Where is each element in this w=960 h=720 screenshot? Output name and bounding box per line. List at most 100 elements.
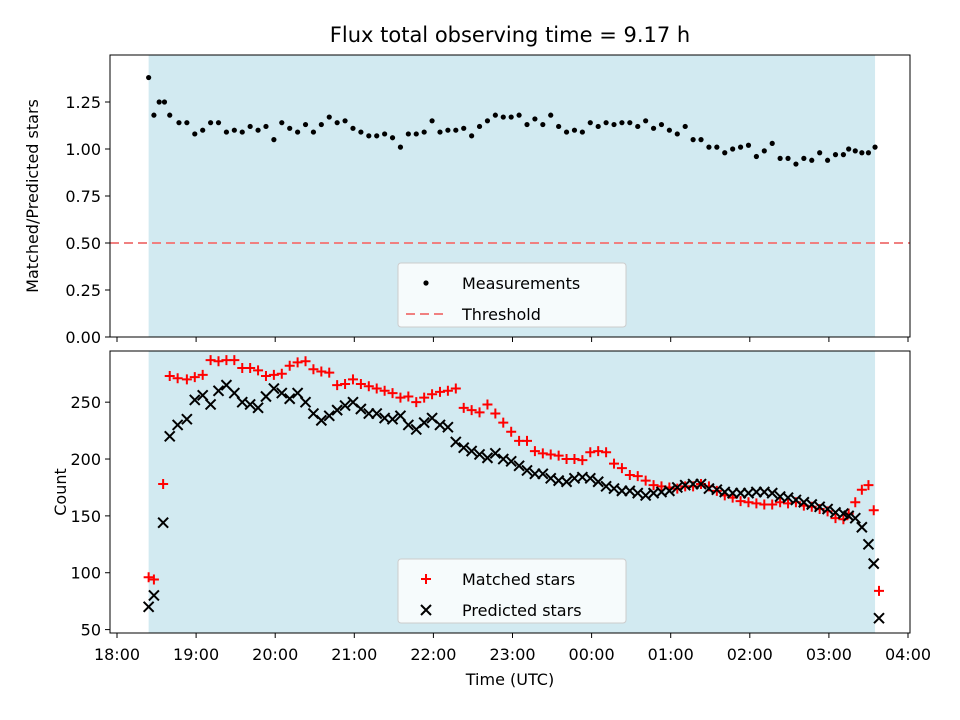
matched-star-point [466, 405, 477, 416]
predicted-star-point [842, 510, 855, 522]
matched-star-point [300, 356, 311, 367]
measurement-point [421, 129, 427, 135]
matched-star-point [253, 365, 264, 376]
matched-star-point [751, 498, 762, 509]
matched-star-point [363, 381, 374, 392]
measurement-point [366, 133, 372, 139]
x-axis-ticks [116, 337, 909, 342]
matched-star-point [577, 455, 588, 466]
predicted-star-point [181, 413, 193, 425]
predicted-star-point [821, 503, 834, 515]
predicted-star-point [434, 419, 446, 431]
predicted-star-point [148, 589, 160, 602]
measurement-point [453, 127, 459, 133]
y-tick-label: 100 [70, 564, 101, 583]
predicted-star-point [711, 484, 723, 496]
measurement-point [793, 161, 799, 167]
measurement-point [405, 131, 411, 137]
legend: Measurements Threshold [397, 262, 627, 328]
matched-star-point [355, 378, 366, 389]
measurement-point [231, 127, 237, 133]
predicted-star-point [806, 498, 818, 511]
predicted-star-point [545, 472, 557, 485]
measurement-point [611, 121, 617, 128]
y-tick-label: 50 [81, 621, 101, 640]
predicted-star-point [276, 387, 288, 399]
measurement-point [737, 144, 744, 150]
measurement-point [635, 123, 641, 130]
measurement-point [156, 99, 162, 105]
matched-star-point [863, 480, 874, 491]
matched-star-point [403, 391, 414, 402]
predicted-star-point [442, 421, 454, 433]
measurement-point [532, 116, 538, 122]
matched-star-point [148, 574, 159, 585]
axes-frame [109, 54, 911, 338]
measurement-point [682, 123, 688, 130]
matched-star-point [189, 372, 200, 383]
figure-title: Flux total observing time = 9.17 h [330, 23, 690, 47]
predicted-star-point [402, 419, 415, 431]
predicted-star-point [299, 396, 312, 408]
matched-star-point [172, 373, 183, 384]
predicted-star-point [157, 516, 169, 529]
x-axis-ticks: 18:00 19:00 20:00 21:00 22:00 23:00 00:00 01:00… [94, 633, 931, 664]
measurement-point [603, 120, 609, 126]
matched-star-point [490, 408, 501, 419]
matched-star-point [632, 471, 643, 482]
predicted-star-point [339, 399, 351, 412]
predicted-star-point [481, 452, 494, 464]
predicted-star-point [212, 385, 225, 397]
x-tick-label: 19:00 [173, 645, 219, 664]
matched-star-point [419, 392, 430, 403]
measurement-point [777, 155, 783, 161]
measurement-point [619, 120, 625, 126]
matched-star-point [434, 386, 445, 397]
measurement-point [698, 137, 704, 143]
predicted-star-point [252, 402, 264, 414]
measurement-point [556, 123, 562, 130]
measurement-point [279, 120, 285, 126]
matched-star-point [164, 371, 175, 382]
predicted-star-point [386, 413, 399, 425]
matched-star-point [143, 572, 154, 583]
predicted-star-point [671, 481, 683, 494]
matched-star-point [229, 355, 240, 366]
matched-star-point [545, 449, 556, 460]
measurement-point [508, 114, 514, 120]
predicted-star-point [873, 612, 885, 624]
predicted-star-point [418, 416, 430, 429]
legend-predicted-swatch [420, 604, 432, 616]
matched-star-point [411, 397, 422, 408]
predicted-star-point [639, 489, 652, 502]
measurement-point [595, 123, 601, 130]
predicted-star-point [782, 491, 794, 504]
measurement-point [785, 155, 791, 161]
predicted-star-point [283, 393, 296, 405]
x-tick-label: 00:00 [569, 645, 615, 664]
legend-label: Measurements [462, 274, 580, 293]
top-panel: 0.00 0.25 0.50 0.75 1.00 1.25 Matched/Predicte… [23, 54, 911, 347]
matched-star-point [529, 446, 540, 457]
measurement-point [500, 114, 506, 120]
matched-star-point [569, 454, 580, 465]
measurement-point [650, 125, 657, 131]
measurement-point [167, 112, 173, 118]
bottom-panel: 50 100 150 200 250 18:00 19:00 20:00 21:00 22:00 2… [51, 350, 931, 689]
predicted-star-point [171, 419, 184, 431]
predicted-star-point [196, 389, 209, 402]
measurement-point [484, 118, 491, 124]
measurement-point [469, 133, 475, 139]
predicted-star-point [323, 410, 335, 422]
measurement-point [643, 118, 649, 124]
predicted-star-point [371, 407, 383, 420]
matched-star-point [205, 355, 216, 366]
measurement-point [397, 144, 404, 150]
matched-star-point [767, 499, 778, 510]
measurement-point [714, 144, 720, 150]
y-tick-label: 0.75 [65, 187, 101, 206]
measurement-point [476, 123, 483, 130]
predicted-star-point [465, 445, 478, 457]
legend-label: Matched stars [462, 570, 575, 589]
measurement-point [429, 118, 435, 124]
